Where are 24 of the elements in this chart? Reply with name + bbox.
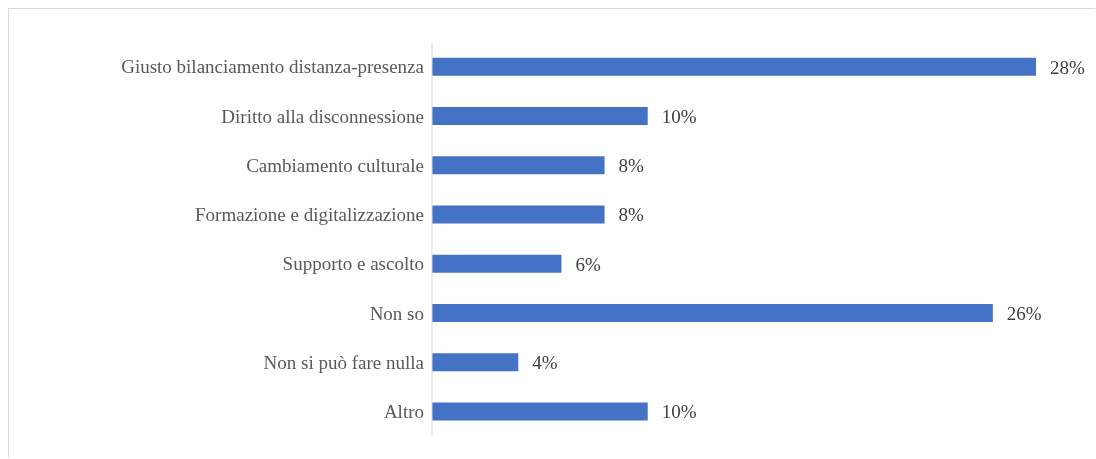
data-label: 10%: [661, 401, 697, 423]
data-label: 8%: [618, 155, 645, 176]
data-label: 8%: [618, 204, 645, 226]
bar: [432, 254, 562, 273]
bar: [432, 304, 993, 323]
y-tick-label: Altro: [383, 401, 424, 423]
bar: [432, 107, 648, 126]
data-label: 10%: [661, 105, 697, 127]
y-tick-label: Formazione e digitalizzazione: [195, 204, 424, 226]
data-label: 26%: [1006, 302, 1042, 324]
bar: [432, 57, 1036, 76]
data-label: 28%: [1050, 56, 1085, 78]
y-tick-label: Non so: [369, 302, 424, 324]
data-label: 4%: [532, 352, 558, 374]
y-tick-label: Non si può fare nulla: [263, 351, 425, 373]
bar: [432, 402, 648, 421]
y-tick-label: Diritto alla disconnessione: [221, 105, 424, 127]
y-tick-label: Giusto bilanciamento distanza-presenza: [121, 56, 425, 78]
data-label: 6%: [575, 253, 601, 275]
y-tick-label: Supporto e ascolto: [282, 253, 424, 275]
bar: [432, 205, 605, 224]
y-tick-label: Cambiamento culturale: [246, 154, 424, 176]
bar: [432, 156, 605, 175]
bar: [432, 353, 519, 372]
